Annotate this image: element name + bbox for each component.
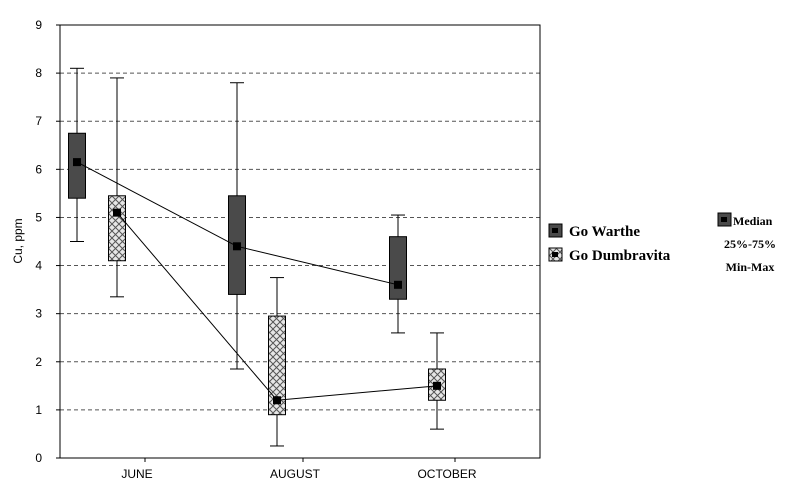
median-marker (73, 158, 81, 167)
x-tick-label: OCTOBER (417, 467, 476, 481)
median-marker (273, 396, 281, 405)
y-axis-ticks: 0 1 2 3 4 5 6 7 8 9 (35, 18, 60, 465)
legend-stat-median: Median (733, 214, 773, 228)
stat-legend: Median 25%-75% Min-Max (717, 212, 776, 274)
y-tick-label: 5 (35, 210, 42, 224)
y-tick-label: 0 (35, 451, 42, 465)
iqr-box (108, 195, 126, 262)
median-marker (113, 208, 121, 217)
series-legend: Go Warthe Go Dumbravita (548, 223, 671, 264)
median-markers (73, 158, 441, 405)
x-axis-ticks: JUNE AUGUST OCTOBER (121, 458, 477, 481)
legend-stat-minmax: Min-Max (726, 260, 775, 274)
legend-swatch-go-warthe-median (552, 228, 558, 233)
box-series (68, 67, 446, 447)
legend-stat-iqr: 25%-75% (724, 237, 776, 251)
y-tick-label: 9 (35, 18, 42, 32)
plot-frame (59, 24, 541, 459)
y-tick-label: 2 (35, 355, 42, 369)
median-lines (76, 161, 438, 401)
y-tick-label: 7 (35, 114, 42, 128)
grid-lines (60, 72, 540, 411)
y-tick-label: 6 (35, 162, 42, 176)
y-tick-label: 1 (35, 403, 42, 417)
median-marker (433, 381, 441, 390)
median-marker (233, 242, 241, 251)
y-tick-label: 3 (35, 307, 42, 321)
iqr-box (389, 236, 407, 300)
legend-swatch-go-dumbravita-median (552, 252, 558, 257)
x-tick-label: JUNE (121, 467, 152, 481)
legend-label-go-dumbravita: Go Dumbravita (569, 248, 671, 264)
legend-swatch-median-dot (721, 217, 727, 222)
iqr-box (268, 315, 286, 416)
median-marker (394, 280, 402, 289)
y-axis-label: Cu, ppm (11, 218, 25, 263)
x-tick-label: AUGUST (270, 467, 321, 481)
y-tick-label: 4 (35, 259, 42, 273)
y-tick-label: 8 (35, 66, 42, 80)
legend-label-go-warthe: Go Warthe (569, 224, 640, 240)
